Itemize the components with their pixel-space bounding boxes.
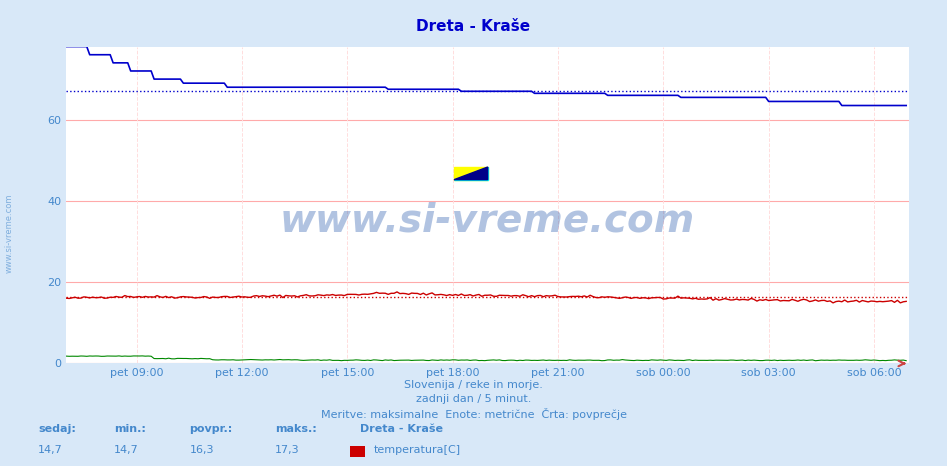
Text: www.si-vreme.com: www.si-vreme.com bbox=[5, 193, 14, 273]
FancyBboxPatch shape bbox=[454, 167, 488, 180]
Text: 14,7: 14,7 bbox=[38, 445, 63, 455]
Text: sedaj:: sedaj: bbox=[38, 424, 76, 434]
Text: 17,3: 17,3 bbox=[275, 445, 299, 455]
Text: temperatura[C]: temperatura[C] bbox=[374, 445, 461, 455]
Text: min.:: min.: bbox=[114, 424, 146, 434]
Text: Dreta - Kraše: Dreta - Kraše bbox=[360, 424, 443, 434]
Text: zadnji dan / 5 minut.: zadnji dan / 5 minut. bbox=[416, 394, 531, 404]
Text: povpr.:: povpr.: bbox=[189, 424, 233, 434]
Text: www.si-vreme.com: www.si-vreme.com bbox=[280, 202, 695, 240]
Text: Meritve: maksimalne  Enote: metrične  Črta: povprečje: Meritve: maksimalne Enote: metrične Črta… bbox=[320, 408, 627, 420]
Text: maks.:: maks.: bbox=[275, 424, 316, 434]
Text: Dreta - Kraše: Dreta - Kraše bbox=[417, 19, 530, 34]
Polygon shape bbox=[454, 167, 488, 180]
Text: 14,7: 14,7 bbox=[114, 445, 138, 455]
Text: 16,3: 16,3 bbox=[189, 445, 214, 455]
Polygon shape bbox=[454, 167, 488, 180]
Text: Slovenija / reke in morje.: Slovenija / reke in morje. bbox=[404, 380, 543, 390]
